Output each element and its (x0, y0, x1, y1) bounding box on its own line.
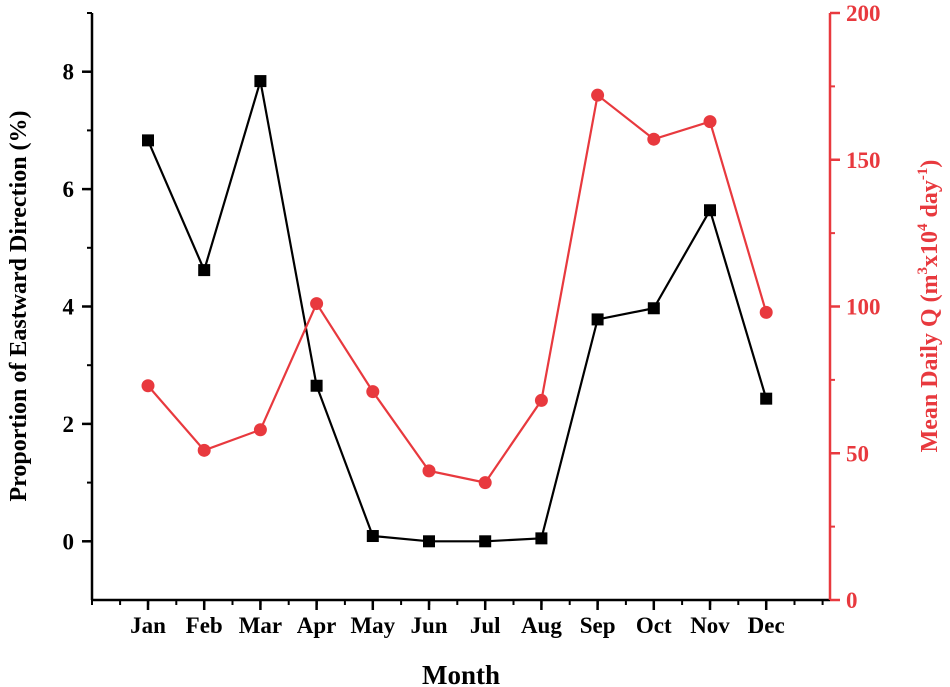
x-tick-label: Apr (297, 613, 337, 638)
data-point-square (647, 302, 660, 315)
data-point-circle (253, 423, 267, 437)
data-point-square (423, 535, 435, 548)
data-point-circle (478, 476, 492, 490)
data-point-square (704, 204, 716, 217)
x-axis-ticks: Jan Feb Mar Apr May Jun Jul Aug Sep Oct Nov Dec (91, 600, 824, 638)
y-tick-label: 0 (63, 529, 75, 554)
y-right-axis-ticks: 0 50 100 150 200 (830, 1, 881, 613)
y-right-axis-label: Mean Daily Q (m3x104 day-1) (915, 160, 943, 453)
y-tick-label: 2 (63, 412, 75, 437)
y-right-tick-label: 200 (846, 1, 881, 26)
data-point-square (310, 379, 323, 392)
axes-frame (90, 13, 832, 602)
x-tick-label: May (350, 613, 395, 638)
data-point-circle (422, 464, 436, 478)
data-point-circle (534, 393, 548, 407)
x-tick-label: Feb (186, 613, 223, 638)
x-tick-label: Aug (521, 613, 562, 638)
y-tick-label: 6 (63, 177, 75, 202)
x-tick-label: Oct (636, 613, 672, 638)
data-point-circle (366, 385, 380, 399)
y-axis-ticks: 0 2 4 6 8 (63, 12, 92, 554)
data-point-square (142, 134, 154, 147)
data-point-circle (591, 88, 605, 102)
series-line-1 (146, 80, 768, 543)
series-lines (146, 80, 768, 543)
data-point-square (254, 75, 267, 88)
data-point-square (366, 530, 379, 543)
y-right-tick-label: 100 (846, 295, 881, 320)
x-tick-label: Dec (748, 613, 785, 638)
data-point-square (591, 313, 604, 326)
x-axis-label: Month (422, 660, 500, 687)
y-tick-label: 4 (63, 295, 75, 320)
data-point-circle (647, 132, 661, 146)
y-tick-label: 8 (63, 60, 75, 85)
x-tick-label: Mar (239, 613, 282, 638)
y-right-tick-label: 150 (846, 148, 881, 173)
data-point-circle (703, 115, 717, 129)
data-point-square (479, 535, 492, 548)
x-tick-label: Jan (130, 613, 166, 638)
x-tick-label: Sep (580, 613, 616, 638)
data-point-circle (197, 443, 211, 457)
x-tick-label: Nov (690, 613, 730, 638)
data-point-circle (141, 379, 155, 393)
x-tick-label: Jul (470, 613, 501, 638)
series-line-2 (147, 93, 768, 484)
series-markers (141, 75, 773, 548)
y-right-tick-label: 50 (846, 441, 869, 466)
y-right-tick-label: 0 (846, 588, 858, 613)
x-tick-label: Jun (410, 613, 447, 638)
data-point-square (760, 392, 773, 405)
data-point-square (198, 264, 211, 277)
data-point-circle (310, 297, 324, 311)
data-point-circle (759, 305, 773, 319)
y-axis-label: Proportion of Eastward Direction (%) (6, 110, 32, 501)
data-point-square (535, 532, 548, 545)
